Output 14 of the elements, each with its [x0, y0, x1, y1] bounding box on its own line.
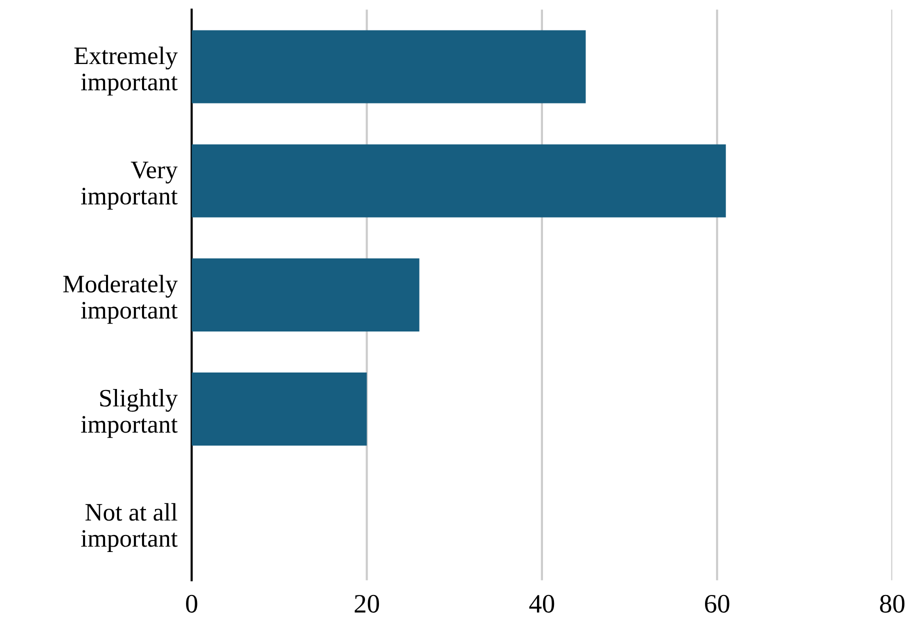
- bar: [192, 30, 586, 104]
- x-tick-label: 0: [186, 594, 198, 613]
- bar: [192, 372, 367, 446]
- y-tick-label: Extremely important: [74, 46, 178, 96]
- y-tick-label: Slightly important: [81, 389, 178, 438]
- bar: [192, 258, 420, 332]
- bar: [192, 144, 726, 218]
- x-tick-label: 80: [880, 594, 904, 613]
- x-tick-label: 40: [529, 594, 554, 613]
- x-tick-label: 60: [705, 594, 730, 613]
- y-tick-label: Moderately important: [63, 274, 178, 324]
- x-tick-label: 20: [354, 594, 379, 613]
- y-tick-label: Not at all important: [81, 503, 178, 552]
- y-tick-label: Very important: [81, 162, 178, 210]
